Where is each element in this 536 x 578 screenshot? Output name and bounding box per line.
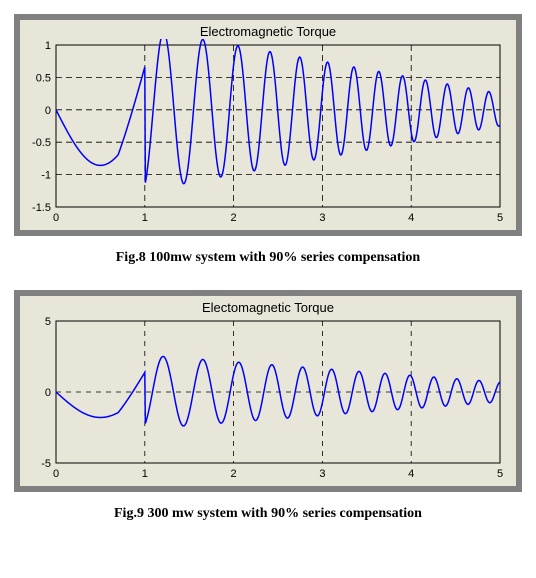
figure-1-caption: Fig.8 100mw system with 90% series compe… bbox=[14, 250, 522, 266]
svg-text:1: 1 bbox=[142, 212, 148, 224]
svg-text:4: 4 bbox=[408, 212, 414, 224]
figure-1: Electromagnetic Torque 012345-1.5-1-0.50… bbox=[14, 14, 522, 266]
svg-text:3: 3 bbox=[319, 468, 325, 480]
svg-text:5: 5 bbox=[45, 316, 51, 328]
figure-2-title: Electomagnetic Torque bbox=[20, 296, 516, 315]
figure-2: Electomagnetic Torque 012345-505 Fig.9 3… bbox=[14, 290, 522, 522]
svg-text:2: 2 bbox=[231, 212, 237, 224]
svg-text:-5: -5 bbox=[41, 458, 51, 470]
svg-text:-1: -1 bbox=[41, 170, 51, 182]
figure-1-plot-area: Electromagnetic Torque 012345-1.5-1-0.50… bbox=[20, 20, 516, 230]
svg-text:1: 1 bbox=[45, 40, 51, 52]
svg-text:0: 0 bbox=[53, 468, 59, 480]
svg-text:0: 0 bbox=[45, 387, 51, 399]
svg-text:0.5: 0.5 bbox=[36, 72, 51, 84]
figure-2-plot-area: Electomagnetic Torque 012345-505 bbox=[20, 296, 516, 486]
figure-2-caption: Fig.9 300 mw system with 90% series comp… bbox=[14, 506, 522, 522]
svg-text:0: 0 bbox=[45, 105, 51, 117]
svg-text:3: 3 bbox=[319, 212, 325, 224]
svg-text:5: 5 bbox=[497, 468, 503, 480]
figure-1-svg: 0 1 2 3 4 5 -1.5 -1 -0.5 0 0.5 1 bbox=[20, 39, 508, 227]
figure-1-frame: Electromagnetic Torque 012345-1.5-1-0.50… bbox=[14, 14, 522, 236]
svg-text:-0.5: -0.5 bbox=[32, 137, 51, 149]
svg-text:0: 0 bbox=[53, 212, 59, 224]
svg-text:1: 1 bbox=[142, 468, 148, 480]
figure-1-title: Electromagnetic Torque bbox=[20, 20, 516, 39]
svg-text:4: 4 bbox=[408, 468, 414, 480]
svg-text:2: 2 bbox=[231, 468, 237, 480]
svg-text:-1.5: -1.5 bbox=[32, 202, 51, 214]
figure-2-frame: Electomagnetic Torque 012345-505 bbox=[14, 290, 522, 492]
svg-text:5: 5 bbox=[497, 212, 503, 224]
figure-2-svg: 012345-505 bbox=[20, 315, 508, 483]
